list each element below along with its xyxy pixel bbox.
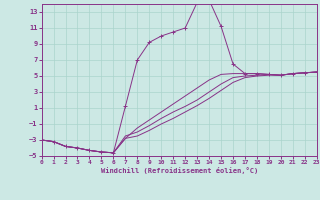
X-axis label: Windchill (Refroidissement éolien,°C): Windchill (Refroidissement éolien,°C) (100, 167, 258, 174)
